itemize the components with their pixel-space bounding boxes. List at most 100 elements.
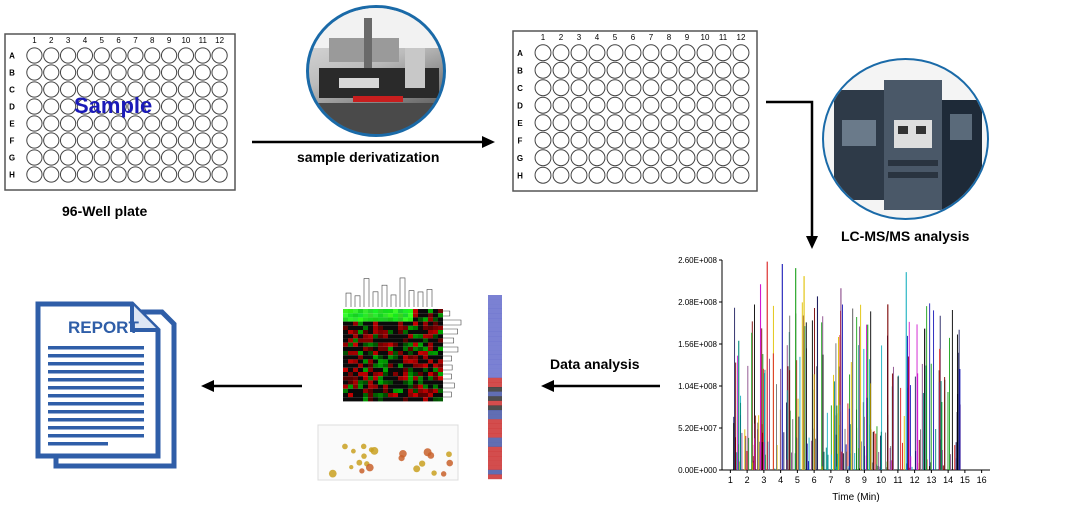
heatmap-cell xyxy=(438,397,443,402)
heatmap-cell xyxy=(428,325,433,330)
plate1-well xyxy=(93,149,110,166)
plate1-well xyxy=(160,98,178,115)
y-tick-label: 5.20E+007 xyxy=(678,424,717,433)
heatmap-cell xyxy=(438,384,443,389)
data-analysis-label: Data analysis xyxy=(550,356,640,372)
heatmap-cell xyxy=(348,342,353,347)
plate2-row-label: B xyxy=(517,66,523,75)
plate2-well xyxy=(534,79,552,97)
plate1-well xyxy=(59,149,77,166)
plate2-row-label: G xyxy=(517,154,523,163)
heatmap-cell xyxy=(428,393,433,398)
heatmap-cell xyxy=(353,355,358,360)
plate1-well xyxy=(43,149,60,166)
heatmap-cell xyxy=(423,359,428,364)
heatmap-cell xyxy=(368,355,373,360)
plate2-well xyxy=(678,114,696,132)
plate2-col-label: 11 xyxy=(719,33,728,42)
heatmap-cell xyxy=(363,384,368,389)
heatmap-cell xyxy=(353,397,358,402)
report-text-line xyxy=(48,402,144,406)
plate2-well xyxy=(552,149,570,167)
plate2-well xyxy=(660,96,678,114)
heatmap-cell xyxy=(388,388,393,393)
plate1-well xyxy=(59,132,77,149)
heatmap-cell xyxy=(358,393,363,398)
plate2-well xyxy=(732,131,750,149)
heatmap-cell xyxy=(348,388,353,393)
plate2-col-label: 9 xyxy=(685,33,690,42)
heatmap-cell xyxy=(368,384,373,389)
plate1-well xyxy=(211,115,228,132)
heatmap-cell xyxy=(423,346,428,351)
heatmap-cell xyxy=(388,334,393,339)
plate1-well xyxy=(59,98,77,115)
heatmap-cell xyxy=(378,367,383,372)
heatmap-cell xyxy=(348,384,353,389)
heatmap-cell xyxy=(418,380,423,385)
plate1-col-label: 7 xyxy=(133,36,138,45)
plate1-well xyxy=(26,98,43,115)
plate1-well xyxy=(144,47,161,64)
well-plate-caption: 96-Well plate xyxy=(62,203,148,219)
heatmap-cell xyxy=(423,330,428,335)
plate1-well xyxy=(160,81,178,98)
plate1-col-label: 4 xyxy=(83,36,88,45)
plate1-well xyxy=(76,81,94,98)
heatmap-cell xyxy=(398,351,403,356)
plate2-col-label: 4 xyxy=(595,33,600,42)
heatmap-cell xyxy=(393,393,398,398)
report-text-line xyxy=(48,434,144,438)
heatmap-cell xyxy=(363,317,368,322)
heatmap-cell xyxy=(378,376,383,381)
plate1-well xyxy=(110,47,127,64)
plate2-well xyxy=(660,44,678,62)
heatmap-cell xyxy=(418,388,423,393)
heatmap-cell xyxy=(343,380,348,385)
heatmap-cell xyxy=(393,338,398,343)
heatmap-cell xyxy=(373,346,378,351)
plate2-col-label: 3 xyxy=(577,33,582,42)
heatmap-cell xyxy=(408,317,413,322)
report-text-line xyxy=(48,410,144,414)
heatmap-cell xyxy=(398,359,403,364)
heatmap-cell xyxy=(373,330,378,335)
heatmap-cell xyxy=(343,359,348,364)
heatmap-cell xyxy=(418,384,423,389)
heatmap-cell xyxy=(358,309,363,314)
heatmap-cell xyxy=(423,342,428,347)
heatmap-cell xyxy=(373,309,378,314)
heatmap-cell xyxy=(348,397,353,402)
heatmap-cell xyxy=(398,363,403,368)
plate2-well xyxy=(696,149,714,167)
heatmap-cell xyxy=(438,338,443,343)
plate1-well xyxy=(76,47,94,64)
plate2-well xyxy=(732,61,750,79)
heatmap-cell xyxy=(393,376,398,381)
heatmap-cell xyxy=(353,363,358,368)
heatmap-cell xyxy=(438,309,443,314)
plate1-well xyxy=(144,115,161,132)
heatmap-cell xyxy=(428,363,433,368)
heatmap-cell xyxy=(433,338,438,343)
heatmap-cell xyxy=(393,334,398,339)
heatmap-cell xyxy=(428,384,433,389)
x-tick-label: 7 xyxy=(828,475,833,485)
heatmap-cell xyxy=(383,397,388,402)
heatmap-cell xyxy=(368,313,373,318)
plate1-well xyxy=(177,166,195,183)
heatmap-cell xyxy=(403,372,408,377)
plate2-well xyxy=(570,44,588,62)
heatmap-cell xyxy=(433,397,438,402)
heatmap-cell xyxy=(343,388,348,393)
plate1-col-label: 6 xyxy=(116,36,121,45)
heatmap-cell xyxy=(368,321,373,326)
plate2-well xyxy=(588,79,606,97)
heatmap-cell xyxy=(368,372,373,377)
heatmap-cell xyxy=(363,351,368,356)
heatmap-cell xyxy=(413,363,418,368)
heatmap-cell xyxy=(408,330,413,335)
plate2-col-label: 12 xyxy=(737,33,746,42)
heatmap-cell xyxy=(403,317,408,322)
